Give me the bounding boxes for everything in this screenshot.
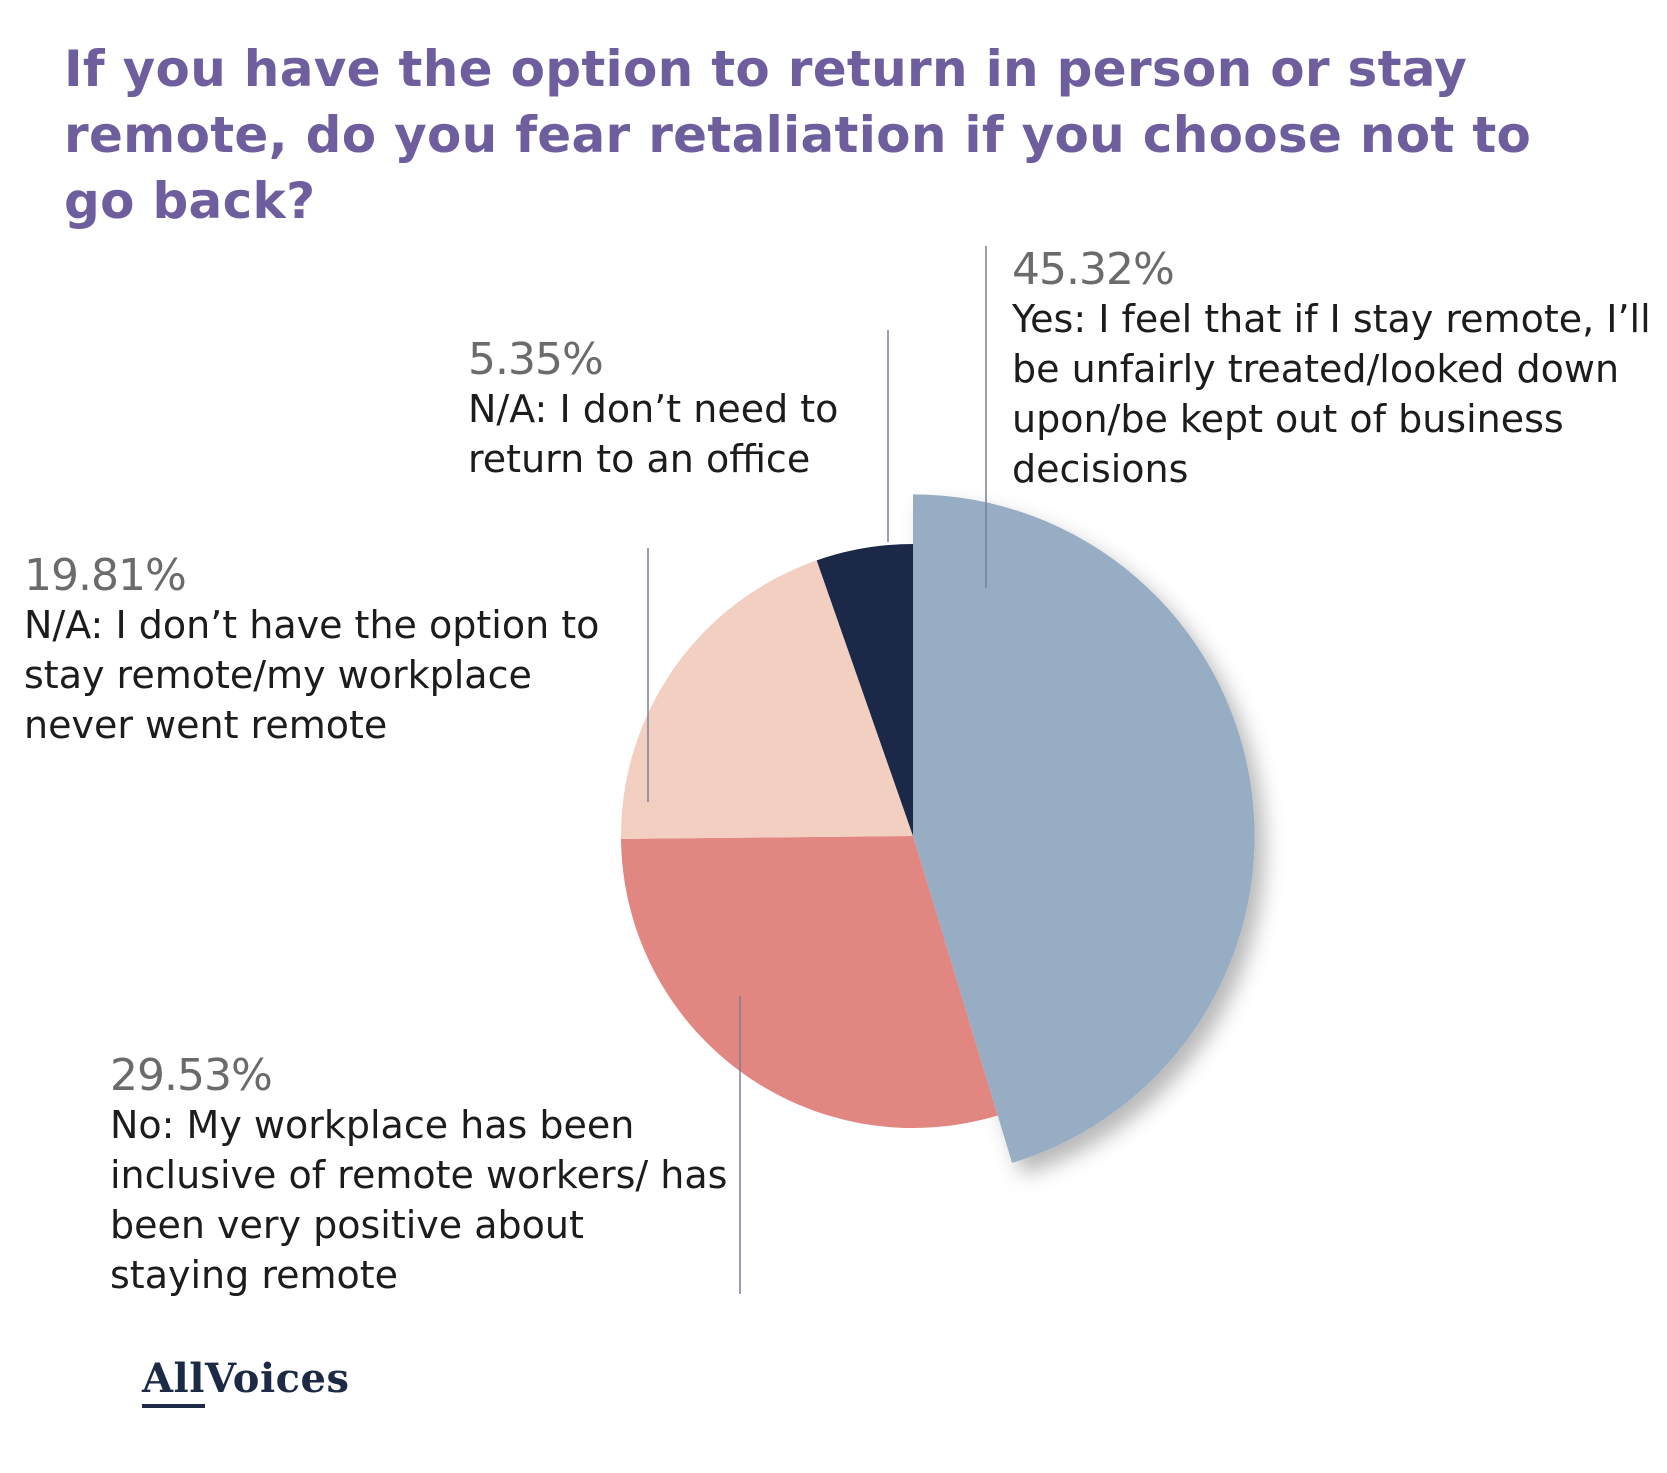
- slice-percent-na-office: 5.35%: [468, 334, 604, 385]
- slice-label-yes: 45.32% Yes: I feel that if I stay remote…: [1012, 246, 1652, 494]
- chart-title: If you have the option to return in pers…: [64, 40, 1532, 230]
- pie-slice-na-office: [816, 544, 913, 836]
- pie-slice-yes: [913, 494, 1255, 1163]
- slice-percent-yes: 45.32%: [1012, 244, 1175, 295]
- slice-desc-yes: Yes: I feel that if I stay remote, I’ll …: [1012, 297, 1651, 491]
- slice-label-no: 29.53% No: My workplace has been inclusi…: [110, 1052, 730, 1300]
- slice-label-na-option: 19.81% N/A: I don’t have the option to s…: [24, 552, 644, 750]
- slice-percent-na-option: 19.81%: [24, 550, 187, 601]
- slice-desc-no: No: My workplace has been inclusive of r…: [110, 1103, 728, 1297]
- pie-slice-na-option: [620, 560, 913, 839]
- allvoices-logo: AllVoices: [142, 1355, 350, 1408]
- slice-percent-no: 29.53%: [110, 1050, 273, 1101]
- slice-desc-na-office: N/A: I don’t need to return to an office: [468, 387, 839, 481]
- pie-slice-no: [621, 836, 998, 1128]
- slice-desc-na-option: N/A: I don’t have the option to stay rem…: [24, 603, 600, 747]
- slice-label-na-office: 5.35% N/A: I don’t need to return to an …: [468, 336, 888, 484]
